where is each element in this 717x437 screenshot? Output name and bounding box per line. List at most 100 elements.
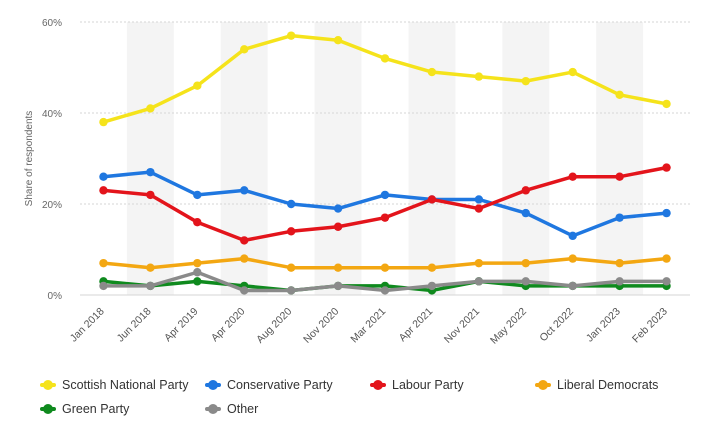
data-point [568,231,577,241]
data-point [474,72,484,81]
data-point [380,54,390,63]
data-point [427,263,437,272]
data-point [662,254,671,263]
data-point [521,208,530,218]
data-point [380,263,390,272]
data-point [99,172,108,181]
data-point [662,277,671,286]
data-point [333,263,343,272]
data-point [521,186,530,195]
data-point [662,99,671,109]
data-point [193,268,202,277]
data-point [568,254,577,263]
data-point [146,104,155,113]
data-point [193,81,202,90]
data-point [286,227,296,236]
y-tick-label: 40% [42,109,62,120]
data-point [240,254,249,263]
data-point [521,258,530,268]
legend-item[interactable]: Liberal Democrats [535,378,658,392]
x-tick-label: Nov 2021 [442,305,482,345]
x-tick-label: Oct 2022 [537,305,576,344]
legend-item[interactable]: Labour Party [370,378,464,392]
data-point [286,263,296,272]
y-axis-label: Share of respondents [24,111,35,207]
data-point [333,36,343,45]
data-point [474,195,484,204]
x-tick-label: Feb 2023 [630,305,670,345]
legend-label: Labour Party [392,378,464,392]
data-point [240,286,249,295]
data-point [286,199,296,209]
data-point [333,222,343,231]
data-point [380,286,390,295]
legend-item[interactable]: Conservative Party [205,378,333,392]
data-point [568,281,577,291]
x-tick-label: Nov 2020 [301,305,341,345]
column-band [596,22,644,295]
x-tick-label: Aug 2020 [254,305,294,345]
data-point [193,258,202,268]
data-point [427,195,437,204]
legend-swatch [40,380,56,390]
data-point [615,277,624,286]
x-tick-label: Jan 2018 [68,305,107,344]
data-point [333,281,343,291]
x-tick-label: Jan 2023 [584,305,623,344]
legend-item[interactable]: Scottish National Party [40,378,188,392]
x-tick-label: Apr 2020 [209,305,248,344]
column-band [408,22,456,295]
column-band [220,22,268,295]
column-band [314,22,362,295]
data-point [568,67,577,77]
data-point [99,281,108,291]
data-point [474,204,484,213]
legend-label: Green Party [62,402,130,416]
legend-swatch [40,404,56,414]
data-point [521,76,530,86]
data-point [99,258,108,268]
column-band [126,22,174,295]
data-point [615,90,624,100]
data-point [521,277,530,286]
data-point [427,281,437,291]
data-point [615,213,624,222]
data-point [615,172,624,181]
y-tick-label: 20% [42,200,62,211]
legend-label: Scottish National Party [62,378,189,392]
data-point [474,258,484,268]
x-tick-label: Mar 2021 [348,305,388,345]
data-point [662,163,671,172]
data-point [286,286,296,295]
data-point [286,31,296,40]
x-tick-label: Apr 2019 [162,305,201,344]
legend-item[interactable]: Green Party [40,402,129,416]
data-point [427,67,437,77]
column-band [502,22,550,295]
data-point [146,281,155,291]
data-point [146,263,155,272]
legend-item[interactable]: Other [205,402,258,416]
x-tick-label: Apr 2021 [397,305,436,344]
data-point [99,186,108,195]
data-point [193,277,202,286]
data-point [146,167,155,177]
legend-swatch [535,380,551,390]
data-point [333,204,343,213]
legend-swatch [205,380,221,390]
data-point [568,172,577,181]
data-point [615,258,624,268]
data-point [380,213,390,222]
legend-swatch [205,404,221,414]
legend-label: Other [227,402,259,416]
legend-swatch [370,380,386,390]
data-point [146,190,155,200]
data-point [240,236,249,245]
data-point [380,190,390,200]
data-point [240,45,249,54]
data-point [474,277,484,286]
x-tick-label: Jun 2018 [115,305,154,344]
x-tick-label: May 2022 [488,305,529,346]
